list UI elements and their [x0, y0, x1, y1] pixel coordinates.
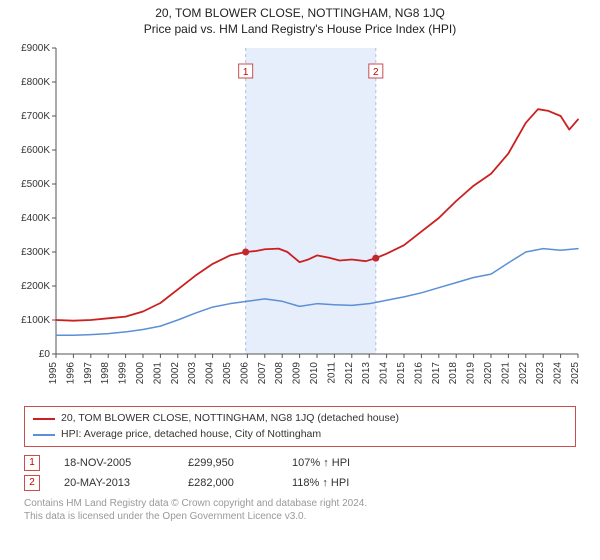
- svg-text:£800K: £800K: [21, 77, 50, 88]
- svg-text:£0: £0: [39, 349, 51, 360]
- transaction-date: 18-NOV-2005: [64, 457, 164, 469]
- footer-line-1: Contains HM Land Registry data © Crown c…: [24, 497, 576, 511]
- svg-text:2015: 2015: [396, 362, 407, 385]
- chart-subtitle: Price paid vs. HM Land Registry's House …: [0, 22, 600, 36]
- svg-text:2024: 2024: [553, 362, 564, 385]
- line-chart-svg: £0 £100K £200K £300K £400K £500K £600K £700K £80…: [0, 38, 600, 398]
- legend: 20, TOM BLOWER CLOSE, NOTTINGHAM, NG8 1J…: [24, 406, 576, 447]
- svg-text:2003: 2003: [187, 362, 198, 385]
- svg-text:2021: 2021: [500, 362, 511, 385]
- svg-text:2025: 2025: [570, 362, 581, 385]
- svg-text:£700K: £700K: [21, 111, 50, 122]
- svg-text:2010: 2010: [309, 362, 320, 385]
- svg-text:2016: 2016: [413, 362, 424, 385]
- svg-text:1999: 1999: [118, 362, 129, 385]
- legend-swatch: [33, 434, 55, 436]
- svg-text:2019: 2019: [466, 362, 477, 385]
- transaction-date: 20-MAY-2013: [64, 477, 164, 489]
- svg-text:2006: 2006: [239, 362, 250, 385]
- legend-swatch: [33, 418, 55, 420]
- svg-text:1995: 1995: [48, 362, 59, 385]
- chart-container: 20, TOM BLOWER CLOSE, NOTTINGHAM, NG8 1J…: [0, 0, 600, 524]
- svg-text:2011: 2011: [326, 362, 337, 384]
- svg-text:1996: 1996: [65, 362, 76, 385]
- svg-text:1998: 1998: [100, 362, 111, 385]
- footer-attribution: Contains HM Land Registry data © Crown c…: [24, 497, 576, 524]
- svg-text:2008: 2008: [274, 362, 285, 385]
- svg-text:2013: 2013: [361, 362, 372, 385]
- svg-text:2018: 2018: [448, 362, 459, 385]
- svg-text:£300K: £300K: [21, 247, 50, 258]
- svg-text:2001: 2001: [152, 362, 163, 385]
- svg-text:2022: 2022: [518, 362, 529, 385]
- titles: 20, TOM BLOWER CLOSE, NOTTINGHAM, NG8 1J…: [0, 0, 600, 38]
- chart-title: 20, TOM BLOWER CLOSE, NOTTINGHAM, NG8 1J…: [0, 6, 600, 20]
- svg-text:2020: 2020: [483, 362, 494, 385]
- svg-text:£200K: £200K: [21, 281, 50, 292]
- svg-text:2004: 2004: [205, 362, 216, 385]
- legend-item: HPI: Average price, detached house, City…: [33, 427, 567, 443]
- transaction-marker: 1: [24, 455, 40, 471]
- svg-text:2000: 2000: [135, 362, 146, 385]
- svg-text:2002: 2002: [170, 362, 181, 385]
- svg-text:2009: 2009: [292, 362, 303, 385]
- transaction-row: 1 18-NOV-2005 £299,950 107% ↑ HPI: [24, 455, 576, 471]
- transaction-row: 2 20-MAY-2013 £282,000 118% ↑ HPI: [24, 475, 576, 491]
- transaction-price: £299,950: [188, 457, 268, 469]
- transaction-price: £282,000: [188, 477, 268, 489]
- transactions-list: 1 18-NOV-2005 £299,950 107% ↑ HPI 2 20-MAY-20…: [24, 455, 576, 491]
- svg-text:£500K: £500K: [21, 179, 50, 190]
- transaction-hpi: 118% ↑ HPI: [292, 477, 349, 489]
- footer-line-2: This data is licensed under the Open Gov…: [24, 510, 576, 524]
- svg-text:£400K: £400K: [21, 213, 50, 224]
- svg-text:2014: 2014: [379, 362, 390, 385]
- svg-text:2023: 2023: [535, 362, 546, 385]
- svg-text:2012: 2012: [344, 362, 355, 385]
- svg-text:£600K: £600K: [21, 145, 50, 156]
- svg-text:£900K: £900K: [21, 43, 50, 54]
- svg-text:2: 2: [373, 67, 379, 78]
- legend-item: 20, TOM BLOWER CLOSE, NOTTINGHAM, NG8 1J…: [33, 411, 567, 427]
- svg-text:2017: 2017: [431, 362, 442, 385]
- svg-text:2007: 2007: [257, 362, 268, 385]
- legend-label: 20, TOM BLOWER CLOSE, NOTTINGHAM, NG8 1J…: [61, 411, 399, 427]
- svg-text:2005: 2005: [222, 362, 233, 385]
- transaction-hpi: 107% ↑ HPI: [292, 457, 350, 469]
- transaction-marker: 2: [24, 475, 40, 491]
- svg-text:£100K: £100K: [21, 315, 50, 326]
- legend-label: HPI: Average price, detached house, City…: [61, 427, 321, 443]
- svg-text:1997: 1997: [83, 362, 94, 385]
- svg-text:1: 1: [243, 67, 249, 78]
- chart-area: £0 £100K £200K £300K £400K £500K £600K £700K £80…: [0, 38, 600, 398]
